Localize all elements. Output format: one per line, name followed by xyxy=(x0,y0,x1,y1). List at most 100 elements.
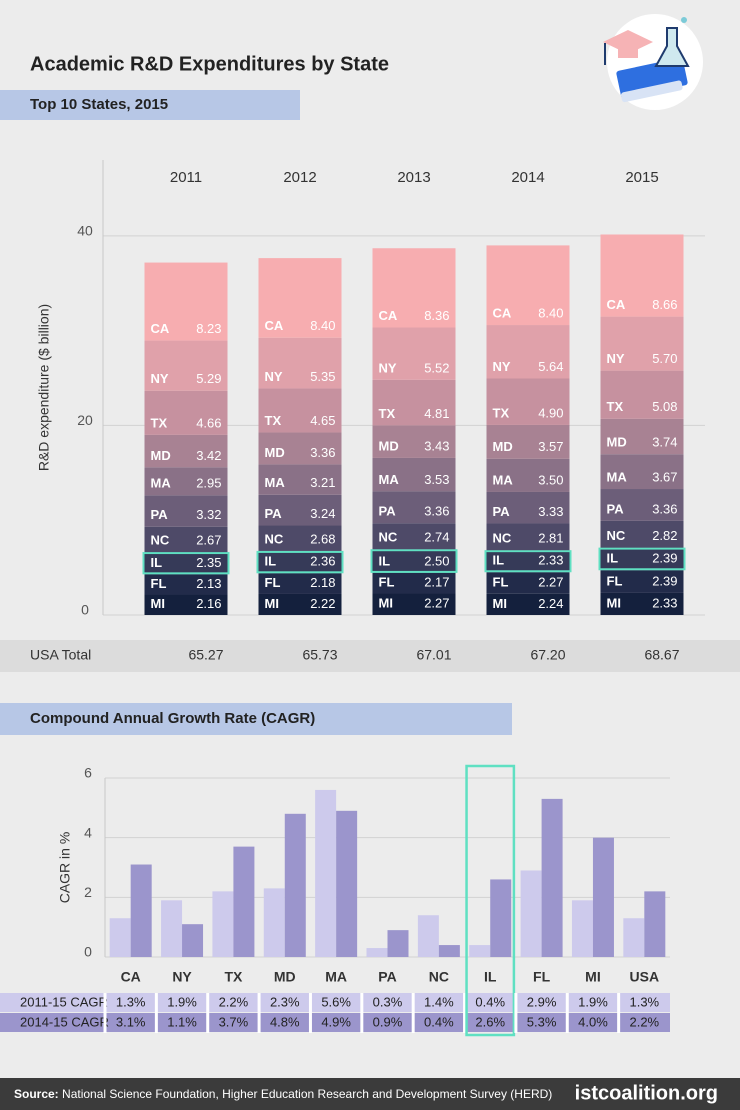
segment-name: IL xyxy=(607,551,619,566)
segment-name: IL xyxy=(265,554,277,569)
segment-value: 2.74 xyxy=(424,530,449,545)
bar-segment xyxy=(486,491,570,524)
segment-name: MI xyxy=(379,596,393,611)
segment-name: MA xyxy=(265,475,286,490)
total-value: 68.67 xyxy=(644,647,679,663)
total-label: USA Total xyxy=(30,647,91,663)
segment-name: NY xyxy=(607,351,625,366)
segment-value: 2.17 xyxy=(424,575,449,590)
bar xyxy=(366,948,388,957)
bar xyxy=(571,900,593,957)
segment-value: 4.65 xyxy=(310,413,335,428)
segment-name: FL xyxy=(265,575,281,590)
segment-name: MD xyxy=(151,448,171,463)
bar xyxy=(469,945,491,957)
segment-value: 3.57 xyxy=(538,439,563,454)
source-label: Source: xyxy=(14,1087,59,1101)
total-band xyxy=(0,640,740,672)
bar-segment xyxy=(486,378,570,425)
cell-value: 5.6% xyxy=(321,994,351,1009)
bar xyxy=(315,789,337,957)
segment-name: NC xyxy=(265,531,284,546)
segment-name: MD xyxy=(607,435,627,450)
segment-value: 2.36 xyxy=(310,554,335,569)
segment-name: MA xyxy=(379,472,400,487)
segment-name: PA xyxy=(493,504,511,519)
segment-name: TX xyxy=(265,413,282,428)
bar-segment xyxy=(486,424,570,459)
segment-name: MD xyxy=(379,438,399,453)
bar-segment xyxy=(144,495,228,527)
segment-value: 3.50 xyxy=(538,472,563,487)
highlight-box xyxy=(142,552,230,575)
bar xyxy=(284,813,306,957)
bar-segment xyxy=(600,234,684,317)
row-label: 2014-15 CAGR xyxy=(20,1014,109,1029)
y-axis-label: R&D expenditure ($ billion) xyxy=(36,304,52,471)
table-row xyxy=(0,993,670,1012)
segment-value: 2.39 xyxy=(652,551,677,566)
bar-segment xyxy=(258,593,342,615)
segment-value: 2.33 xyxy=(652,595,677,610)
segment-name: MD xyxy=(265,445,285,460)
segment-name: CA xyxy=(265,318,284,333)
y-tick-label: 20 xyxy=(77,412,93,428)
bar xyxy=(336,810,358,957)
segment-value: 3.33 xyxy=(538,504,563,519)
bar-segment xyxy=(486,245,570,326)
segment-name: TX xyxy=(379,406,396,421)
section-band xyxy=(0,703,512,735)
title: Academic R&D Expenditures by State xyxy=(30,53,389,75)
bar-segment xyxy=(144,434,228,468)
segment-value: 3.42 xyxy=(196,448,221,463)
cell-value: 1.1% xyxy=(167,1014,197,1029)
bar-segment xyxy=(600,418,684,455)
bar-segment xyxy=(144,552,228,575)
bar-segment xyxy=(486,572,570,594)
total-value: 67.20 xyxy=(530,647,565,663)
segment-name: MI xyxy=(265,596,279,611)
segment-value: 2.16 xyxy=(196,596,221,611)
footer xyxy=(0,1078,740,1110)
bar-segment xyxy=(258,525,342,551)
bar-segment xyxy=(372,572,456,594)
bar-segment xyxy=(372,425,456,458)
bar-segment xyxy=(600,570,684,593)
segment-name: MA xyxy=(607,469,628,484)
segment-value: 2.27 xyxy=(538,574,563,589)
segment-name: CA xyxy=(493,305,512,320)
segment-value: 5.70 xyxy=(652,351,677,366)
bar-segment xyxy=(600,489,684,521)
bar-segment xyxy=(600,520,684,548)
bar xyxy=(387,930,409,957)
segment-value: 2.35 xyxy=(196,555,221,570)
bar xyxy=(520,870,542,957)
bar-segment xyxy=(372,379,456,426)
bar-segment xyxy=(600,592,684,615)
cell-value: 1.4% xyxy=(424,994,454,1009)
segment-value: 3.36 xyxy=(310,445,335,460)
segment-value: 2.95 xyxy=(196,476,221,491)
bar-segment xyxy=(258,388,342,433)
y-tick-label: 6 xyxy=(84,765,92,781)
cell-value: 1.3% xyxy=(629,994,659,1009)
segment-name: MA xyxy=(151,476,172,491)
cell-value: 1.9% xyxy=(167,994,197,1009)
segment-value: 3.24 xyxy=(310,506,335,521)
segment-value: 8.40 xyxy=(310,318,335,333)
cell-value: 2.9% xyxy=(527,994,557,1009)
segment-name: NY xyxy=(151,371,169,386)
bar xyxy=(212,891,234,957)
section-title: Compound Annual Growth Rate (CAGR) xyxy=(30,710,315,727)
y-tick-label: 0 xyxy=(81,602,89,618)
highlight-box xyxy=(370,549,458,573)
segment-value: 3.21 xyxy=(310,475,335,490)
bar-segment xyxy=(600,454,684,490)
total-value: 65.27 xyxy=(188,647,223,663)
bar-segment xyxy=(600,370,684,419)
cell-value: 2.2% xyxy=(629,1014,659,1029)
segment-name: CA xyxy=(379,308,398,323)
bar-segment xyxy=(486,523,570,551)
x-tick-label: FL xyxy=(533,969,551,985)
segment-value: 3.32 xyxy=(196,507,221,522)
